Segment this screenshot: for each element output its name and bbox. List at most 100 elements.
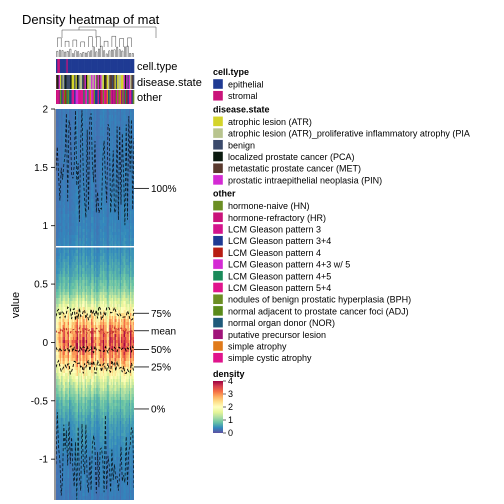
heatmap-cell: [87, 376, 89, 380]
heatmap-cell: [98, 124, 101, 128]
heatmap-cell: [78, 127, 80, 131]
heatmap-cell: [84, 412, 87, 416]
heatmap-cell: [96, 397, 98, 401]
heatmap-cell: [88, 337, 91, 341]
heatmap-cell: [74, 247, 76, 251]
heatmap-cell: [62, 352, 65, 356]
heatmap-cell: [93, 490, 96, 494]
heatmap-cell: [57, 277, 59, 281]
heatmap-cell: [63, 118, 66, 122]
heatmap-cell: [75, 208, 78, 212]
heatmap-cell: [66, 259, 69, 263]
heatmap-cell: [102, 238, 105, 242]
heatmap-cell: [58, 397, 61, 401]
heatmap-cell: [70, 487, 72, 491]
heatmap-cell: [89, 175, 92, 179]
heatmap-cell: [58, 244, 61, 248]
heatmap-cell: [75, 286, 78, 290]
heatmap-cell: [56, 223, 58, 227]
heatmap-cell: [70, 262, 72, 266]
heatmap-cell: [101, 430, 104, 434]
heatmap-cell: [57, 370, 59, 374]
heatmap-cell: [66, 250, 69, 254]
heatmap-column: [61, 109, 63, 500]
heatmap-cell: [78, 415, 80, 419]
heatmap-cell: [56, 412, 58, 416]
heatmap-cell: [61, 175, 63, 179]
heatmap-cell: [76, 208, 79, 212]
heatmap-cell: [72, 163, 75, 167]
heatmap-cell: [71, 115, 74, 119]
annotation-cell: [58, 90, 61, 104]
heatmap-cell: [76, 247, 79, 251]
heatmap-cell: [101, 298, 104, 302]
heatmap-cell: [59, 361, 62, 365]
heatmap-cell: [89, 265, 92, 269]
heatmap-cell: [67, 358, 70, 362]
heatmap-cell: [80, 454, 83, 458]
heatmap-cell: [62, 337, 65, 341]
heatmap-cell: [78, 337, 80, 341]
heatmap-cell: [83, 430, 85, 434]
heatmap-cell: [71, 394, 74, 398]
heatmap-cell: [71, 418, 74, 422]
heatmap-cell: [96, 226, 98, 230]
annotation-cell: [132, 90, 135, 104]
heatmap-cell: [71, 190, 74, 194]
heatmap-cell: [92, 160, 95, 164]
heatmap-cell: [76, 475, 79, 479]
heatmap-cell: [80, 199, 83, 203]
heatmap-cell: [93, 382, 96, 386]
heatmap-cell: [84, 169, 87, 173]
heatmap-cell: [85, 208, 88, 212]
heatmap-cell: [101, 325, 104, 329]
heatmap-cell: [59, 271, 62, 275]
heatmap-cell: [79, 139, 82, 143]
heatmap-cell: [74, 433, 76, 437]
heatmap-cell: [69, 406, 71, 410]
heatmap-cell: [74, 337, 76, 341]
heatmap-cell: [74, 301, 76, 305]
heatmap-cell: [100, 169, 102, 173]
heatmap-cell: [84, 289, 87, 293]
heatmap-cell: [78, 193, 80, 197]
annotation-cell: [119, 75, 122, 89]
heatmap-cell: [70, 133, 72, 137]
heatmap-cell: [100, 121, 102, 125]
heatmap-cell: [82, 220, 84, 224]
heatmap-cell: [87, 412, 89, 416]
heatmap-cell: [85, 205, 88, 209]
heatmap-cell: [84, 277, 87, 281]
heatmap-cell: [84, 385, 87, 389]
heatmap-cell: [91, 292, 93, 296]
heatmap-cell: [71, 247, 74, 251]
heatmap-cell: [88, 376, 91, 380]
heatmap-cell: [80, 307, 83, 311]
heatmap-cell: [83, 391, 85, 395]
heatmap-cell: [83, 283, 85, 287]
heatmap-cell: [71, 412, 74, 416]
heatmap-cell: [101, 403, 104, 407]
heatmap-cell: [96, 160, 98, 164]
heatmap-cell: [72, 292, 75, 296]
heatmap-cell: [88, 178, 91, 182]
heatmap-cell: [67, 469, 70, 473]
heatmap-cell: [92, 475, 95, 479]
heatmap-cell: [56, 178, 58, 182]
heatmap-cell: [79, 334, 82, 338]
heatmap-cell: [72, 157, 75, 161]
heatmap-cell: [58, 334, 61, 338]
heatmap-cell: [98, 358, 101, 362]
heatmap-cell: [80, 151, 83, 155]
heatmap-cell: [62, 226, 65, 230]
heatmap-cell: [63, 211, 66, 215]
heatmap-cell: [78, 487, 80, 491]
heatmap-cell: [67, 454, 70, 458]
heatmap-cell: [61, 181, 63, 185]
heatmap-cell: [100, 220, 102, 224]
heatmap-cell: [58, 475, 61, 479]
heatmap-cell: [74, 262, 76, 266]
heatmap-cell: [82, 238, 84, 242]
heatmap-cell: [85, 310, 88, 314]
heatmap-cell: [57, 304, 59, 308]
